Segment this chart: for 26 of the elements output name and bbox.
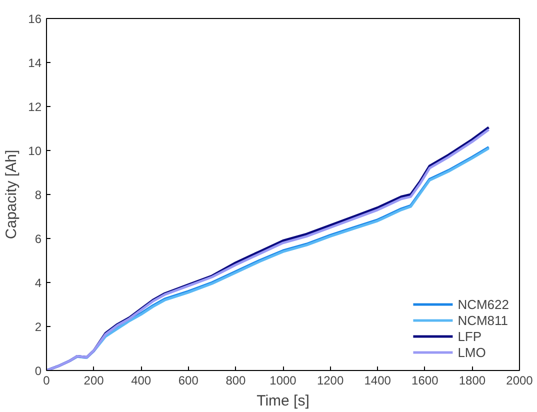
y-tick-label: 6: [34, 232, 42, 246]
x-tick-label: 200: [84, 374, 104, 388]
x-tick-label: 0: [43, 374, 50, 388]
y-tick-label: 8: [34, 188, 42, 202]
x-tick-label: 800: [226, 374, 246, 388]
x-tick-label: 600: [178, 374, 199, 388]
x-tick-label: 400: [131, 374, 152, 388]
legend-label: NCM811: [458, 312, 508, 328]
x-tick-label: 1000: [270, 374, 297, 388]
legend-label: NCM622: [458, 296, 509, 312]
x-tick-label: 1400: [364, 374, 392, 388]
legend-label: LMO: [458, 344, 486, 360]
x-tick-label: 2000: [506, 374, 534, 388]
y-tick-label: 2: [34, 320, 42, 334]
y-tick-label: 0: [34, 364, 42, 378]
legend-label: LFP: [458, 328, 482, 344]
x-axis-title: Time [s]: [256, 392, 310, 410]
y-tick-label: 4: [34, 276, 42, 290]
y-tick-label: 10: [28, 144, 42, 158]
y-axis-title: Capacity [Ah]: [3, 150, 20, 240]
x-tick-label: 1200: [316, 374, 344, 388]
y-tick-label: 12: [28, 100, 42, 114]
y-tick-label: 14: [28, 56, 42, 70]
x-tick-label: 1800: [458, 374, 486, 388]
y-tick-label: 16: [28, 12, 42, 26]
x-tick-label: 1600: [412, 374, 439, 388]
